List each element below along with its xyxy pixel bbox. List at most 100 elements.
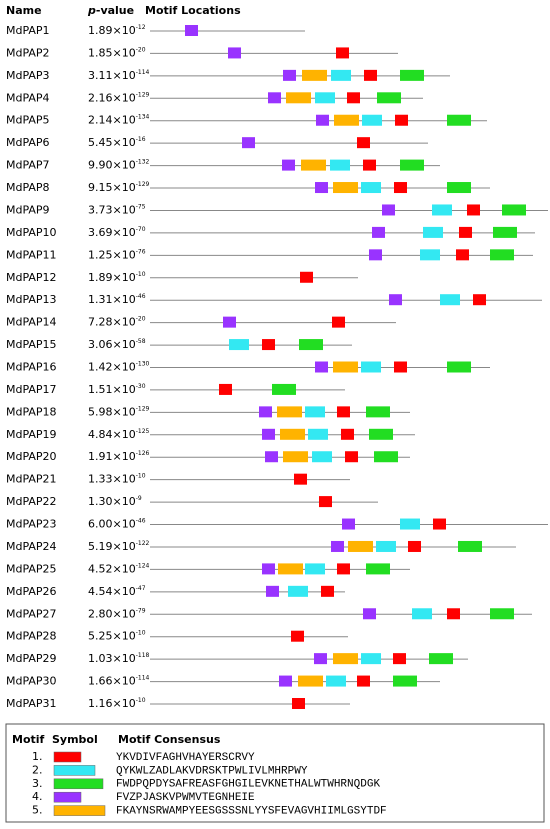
p-exponent: -46 bbox=[136, 293, 146, 300]
p-mantissa: 1.42×10 bbox=[88, 361, 136, 374]
motif-symbol bbox=[53, 778, 104, 790]
motif-box bbox=[447, 608, 460, 620]
p-exponent: -9 bbox=[136, 495, 142, 502]
motif-box bbox=[265, 451, 278, 463]
p-value: 4.52×10-124 bbox=[88, 562, 150, 576]
legend-header: Motif Consensus bbox=[118, 733, 221, 746]
motif-box bbox=[364, 69, 377, 81]
motif-box bbox=[223, 316, 236, 328]
p-exponent: -132 bbox=[136, 158, 150, 165]
motif-box bbox=[458, 540, 482, 552]
motif-box bbox=[315, 92, 335, 104]
motif-box bbox=[420, 249, 440, 261]
p-exponent: -129 bbox=[136, 405, 150, 412]
p-mantissa: 9.15×10 bbox=[88, 181, 136, 194]
p-exponent: -75 bbox=[136, 203, 146, 210]
p-value: 1.30×10-9 bbox=[88, 495, 142, 509]
motif-box bbox=[361, 182, 381, 194]
p-exponent: -30 bbox=[136, 382, 146, 389]
motif-box bbox=[300, 271, 313, 283]
motif-box bbox=[400, 69, 424, 81]
p-value: 1.42×10-130 bbox=[88, 360, 150, 374]
gene-name: MdPAP1 bbox=[6, 24, 50, 37]
motif-box bbox=[393, 675, 417, 687]
p-exponent: -20 bbox=[136, 315, 146, 322]
p-mantissa: 1.89×10 bbox=[88, 24, 136, 37]
motif-box bbox=[347, 92, 360, 104]
p-mantissa: 2.16×10 bbox=[88, 91, 136, 104]
p-mantissa: 6.00×10 bbox=[88, 518, 136, 531]
gene-name: MdPAP26 bbox=[6, 585, 57, 598]
p-exponent: -126 bbox=[136, 450, 150, 457]
motif-box bbox=[447, 182, 471, 194]
motif-box bbox=[382, 204, 395, 216]
gene-name: MdPAP24 bbox=[6, 540, 57, 553]
gene-name: MdPAP9 bbox=[6, 203, 50, 216]
motif-box bbox=[336, 47, 349, 59]
motif-box bbox=[308, 428, 328, 440]
motif-symbol bbox=[53, 791, 82, 803]
p-value: 1.31×10-46 bbox=[88, 293, 146, 307]
motif-box bbox=[342, 518, 355, 530]
p-exponent: -12 bbox=[136, 24, 146, 31]
motif-box bbox=[394, 361, 407, 373]
motif-box bbox=[262, 563, 275, 575]
p-exponent: -118 bbox=[136, 652, 150, 659]
p-mantissa: 1.85×10 bbox=[88, 46, 136, 59]
gene-name: MdPAP20 bbox=[6, 450, 57, 463]
motif-box bbox=[315, 361, 328, 373]
p-exponent: -130 bbox=[136, 360, 150, 367]
gene-name: MdPAP8 bbox=[6, 181, 50, 194]
p-value: 1.66×10-114 bbox=[88, 674, 150, 688]
motif-box bbox=[312, 451, 332, 463]
motif-box bbox=[348, 540, 373, 552]
motif-box bbox=[366, 563, 390, 575]
p-value: 4.54×10-47 bbox=[88, 584, 146, 598]
motif-box bbox=[363, 608, 376, 620]
name-header: Name bbox=[6, 4, 42, 17]
gene-name: MdPAP25 bbox=[6, 562, 57, 575]
p-exponent: -114 bbox=[136, 68, 150, 75]
motif-box bbox=[333, 653, 358, 665]
motif-box bbox=[331, 540, 344, 552]
motif-box bbox=[447, 361, 471, 373]
p-value: 1.16×10-10 bbox=[88, 697, 146, 711]
motif-box bbox=[374, 451, 398, 463]
motif-box bbox=[432, 204, 452, 216]
gene-name: MdPAP27 bbox=[6, 607, 57, 620]
gene-name: MdPAP19 bbox=[6, 428, 57, 441]
gene-name: MdPAP31 bbox=[6, 697, 57, 710]
motif-box bbox=[259, 406, 272, 418]
p-exponent: -122 bbox=[136, 539, 150, 546]
gene-name: MdPAP16 bbox=[6, 361, 57, 374]
motif-box bbox=[395, 114, 408, 126]
p-mantissa: 1.03×10 bbox=[88, 652, 136, 665]
gene-name: MdPAP18 bbox=[6, 405, 57, 418]
p-mantissa: 2.14×10 bbox=[88, 114, 136, 127]
p-mantissa: 1.30×10 bbox=[88, 495, 136, 508]
p-exponent: -10 bbox=[136, 697, 146, 704]
p-value: 1.85×10-20 bbox=[88, 46, 146, 60]
p-value: 1.51×10-30 bbox=[88, 382, 146, 396]
p-value-header: p-value bbox=[87, 4, 134, 17]
motif-consensus: YKVDIVFAGHVHAYERSCRVY bbox=[116, 752, 255, 764]
p-exponent: -134 bbox=[136, 113, 150, 120]
p-value: 3.06×10-58 bbox=[88, 338, 146, 352]
p-value: 5.19×10-122 bbox=[88, 539, 150, 553]
motif-box bbox=[283, 69, 296, 81]
motif-box bbox=[377, 92, 401, 104]
motif-box bbox=[357, 675, 370, 687]
motif-box bbox=[321, 585, 334, 597]
motif-number: 3. bbox=[32, 777, 43, 790]
p-exponent: -79 bbox=[136, 607, 146, 614]
gene-name: MdPAP28 bbox=[6, 630, 57, 643]
gene-name: MdPAP7 bbox=[6, 159, 50, 172]
gene-name: MdPAP21 bbox=[6, 473, 57, 486]
motif-box bbox=[316, 114, 329, 126]
motif-box bbox=[228, 47, 241, 59]
motif-box bbox=[229, 339, 249, 351]
p-exponent: -20 bbox=[136, 46, 146, 53]
p-exponent: -129 bbox=[136, 181, 150, 188]
motif-box bbox=[433, 518, 446, 530]
